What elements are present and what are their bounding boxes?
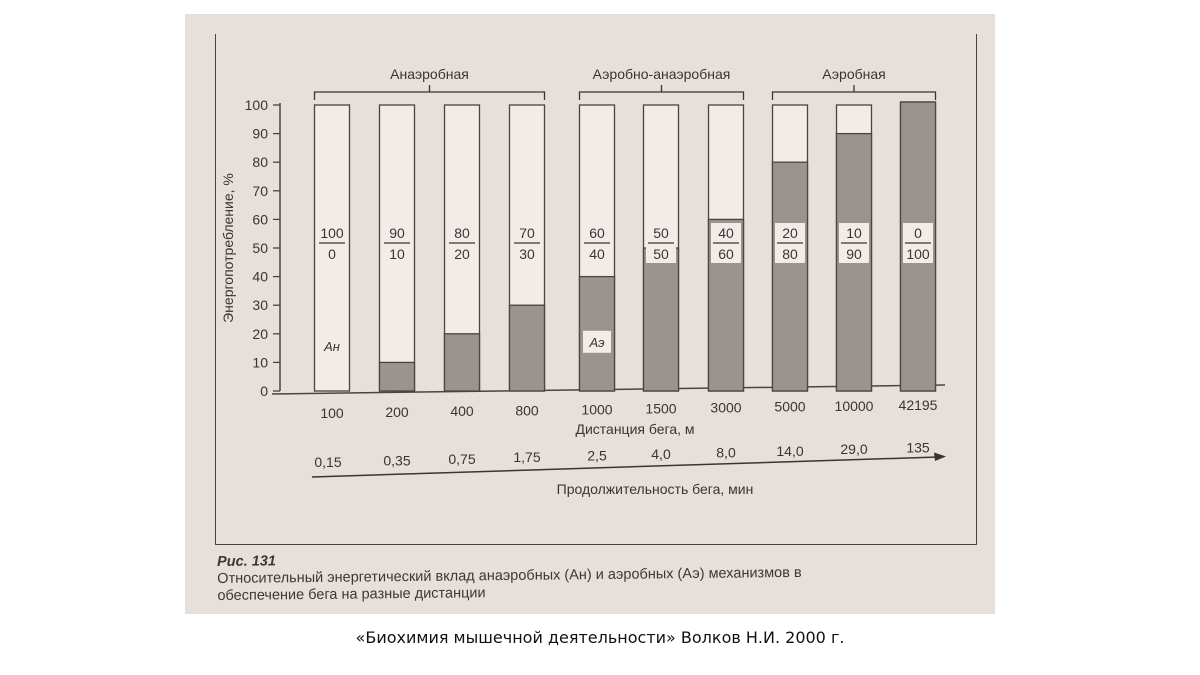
y-tick-label: 90	[252, 126, 268, 142]
x-tick-label: 42195	[899, 397, 938, 413]
group-label: Анаэробная	[390, 66, 469, 82]
ratio-anaerobic: 0	[914, 225, 922, 241]
y-tick-label: 0	[260, 383, 268, 399]
bar-anaerobic-segment	[313, 104, 351, 392]
arrow-right-icon	[934, 452, 946, 461]
group-bracket	[313, 85, 546, 100]
ratio-anaerobic: 90	[389, 225, 405, 241]
y-tick-label: 20	[252, 326, 268, 342]
bar-anaerobic-segment	[378, 104, 416, 392]
bar-aerobic-segment	[378, 361, 416, 392]
group-label: Аэробно-анаэробная	[593, 66, 731, 82]
ratio-aerobic: 20	[454, 246, 470, 262]
ratio-anaerobic: 80	[454, 225, 470, 241]
aerobic-annotation-bg	[583, 330, 611, 353]
bar-aerobic-segment	[642, 247, 680, 392]
bar-aerobic-segment	[443, 333, 481, 392]
duration-label: 0,35	[383, 452, 410, 468]
ratio-anaerobic: 40	[718, 225, 734, 241]
duration-label: 1,75	[513, 449, 540, 465]
ratio-anaerobic: 70	[519, 225, 535, 241]
ratio-aerobic: 90	[846, 246, 862, 262]
ratio-aerobic: 40	[589, 246, 605, 262]
y-tick-label: 70	[252, 183, 268, 199]
y-tick-label: 60	[252, 211, 268, 227]
duration-label: 8,0	[716, 444, 736, 460]
y-tick-label: 100	[245, 97, 269, 113]
energy-contribution-chart: 0102030405060708090100Энергопотребление,…	[220, 66, 946, 497]
ratio-anaerobic: 50	[653, 225, 669, 241]
duration-label: 0,75	[448, 451, 475, 467]
y-tick-label: 40	[252, 269, 268, 285]
ratio-aerobic: 0	[328, 246, 336, 262]
aerobic-annotation: Аэ	[588, 335, 604, 350]
book-page-photo: 0 10 20 30 40 50 60 70 80 90 100 Энергопотребление,…	[185, 14, 995, 614]
x-axis-label: Дистанция бега, м	[575, 421, 694, 437]
ratio-anaerobic: 10	[846, 225, 862, 241]
x-tick-label: 1000	[581, 401, 612, 417]
ratio-anaerobic: 20	[782, 225, 798, 241]
x-tick-label: 100	[320, 405, 344, 421]
x-tick-label: 10000	[835, 398, 874, 414]
ratio-aerobic: 60	[718, 246, 734, 262]
duration-axis-line	[311, 456, 939, 478]
figure-frame	[215, 34, 977, 545]
x-tick-label: 400	[450, 403, 474, 419]
ratio-aerobic: 50	[653, 246, 669, 262]
y-tick-label: 50	[252, 240, 268, 256]
x-tick-label: 200	[385, 404, 409, 420]
x-tick-label: 1500	[645, 401, 676, 417]
y-tick-label: 30	[252, 297, 268, 313]
ratio-anaerobic: 100	[320, 225, 344, 241]
duration-label: 2,5	[587, 448, 607, 464]
x-tick-label: 800	[515, 402, 539, 418]
y-tick-label: 10	[252, 354, 268, 370]
y-axis-label: Энергопотребление, %	[220, 173, 236, 323]
x-tick-label: 3000	[710, 400, 741, 416]
duration-axis-label: Продолжительность бега, мин	[557, 481, 754, 497]
source-citation: «Биохимия мышечной деятельности» Волков …	[355, 628, 845, 647]
group-bracket	[771, 85, 937, 100]
duration-label: 0,15	[314, 454, 341, 470]
x-tick-label: 5000	[774, 399, 805, 415]
ratio-aerobic: 10	[389, 246, 405, 262]
duration-label: 135	[906, 440, 930, 456]
bar-aerobic-segment	[771, 161, 809, 392]
figure-caption: Рис. 131 Относительный энергетический вк…	[217, 548, 802, 605]
duration-label: 14,0	[776, 443, 803, 459]
duration-label: 4,0	[651, 446, 671, 462]
group-label: Аэробная	[822, 66, 885, 82]
group-bracket	[578, 85, 745, 100]
ratio-aerobic: 80	[782, 246, 798, 262]
anaerobic-annotation: Ан	[323, 339, 340, 354]
duration-label: 29,0	[840, 441, 867, 457]
ratio-aerobic: 100	[906, 246, 930, 262]
y-tick-label: 80	[252, 154, 268, 170]
ratio-aerobic: 30	[519, 246, 535, 262]
ratio-anaerobic: 60	[589, 225, 605, 241]
bar-aerobic-segment	[508, 304, 546, 392]
